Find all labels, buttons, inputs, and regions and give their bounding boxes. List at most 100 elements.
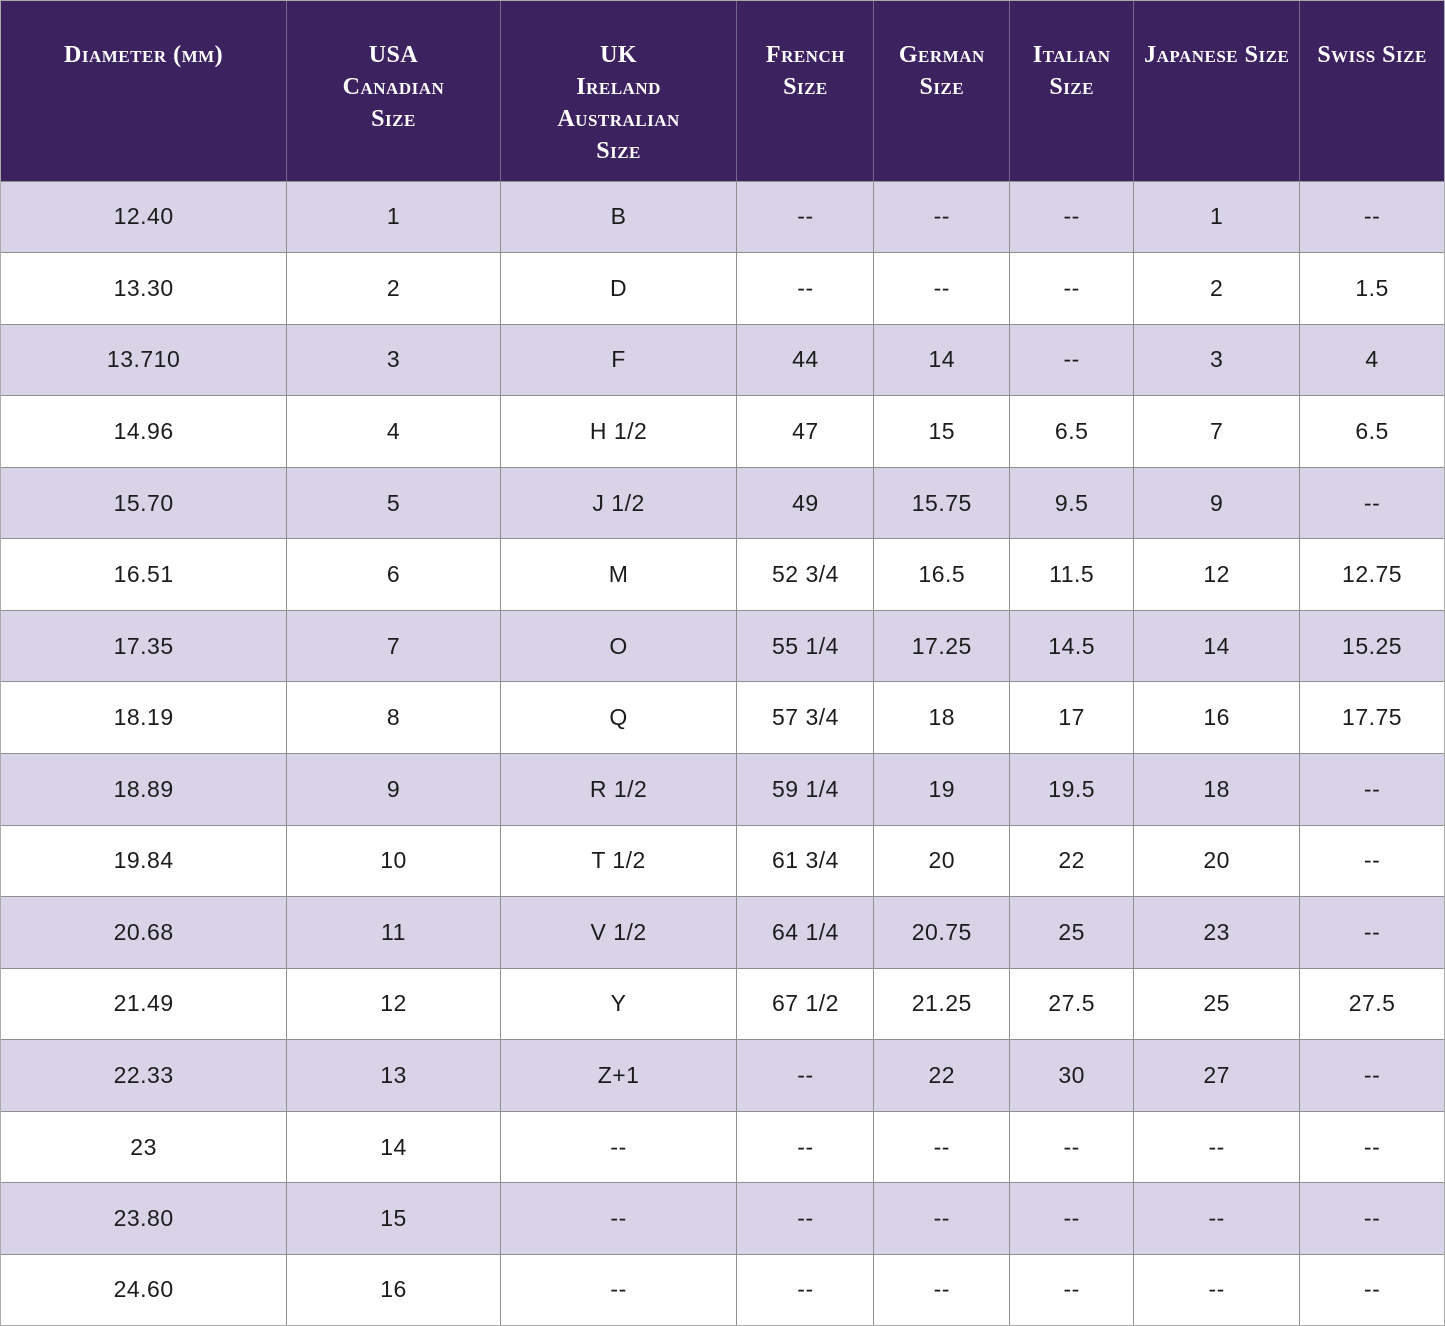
table-cell-japanese: 1 [1133,181,1301,254]
column-header-line: USA [368,42,419,68]
table-cell-japanese: 27 [1133,1039,1301,1112]
table-cell-swiss: -- [1299,896,1444,969]
table-cell-usa-canadian: 4 [286,395,501,468]
table-row: 16.51 6 M 52 3/4 16.5 11.5 12 12.75 [1,538,1444,611]
table-cell-uk-ireland-australian: B [500,181,738,254]
table-cell-uk-ireland-australian: R 1/2 [500,753,738,826]
table-cell-usa-canadian: 3 [286,324,501,397]
table-cell-diameter-mm: 23.80 [1,1182,288,1255]
table-cell-uk-ireland-australian: M [500,538,738,611]
table-cell-uk-ireland-australian: J 1/2 [500,467,738,540]
table-cell-french: -- [736,181,875,254]
table-cell-japanese: 25 [1133,968,1301,1041]
table-cell-usa-canadian: 7 [286,610,501,683]
table-cell-italian: 11.5 [1009,538,1135,611]
table-cell-usa-canadian: 12 [286,968,501,1041]
table-cell-french: -- [736,1254,875,1325]
table-cell-usa-canadian: 13 [286,1039,501,1112]
table-cell-italian: -- [1009,1254,1135,1325]
table-cell-japanese: 23 [1133,896,1301,969]
table-cell-diameter-mm: 18.89 [1,753,288,826]
table-row: 18.19 8 Q 57 3/4 18 17 16 17.75 [1,681,1444,754]
table-cell-uk-ireland-australian: Q [500,681,738,754]
table-cell-italian: 30 [1009,1039,1135,1112]
table-cell-japanese: 3 [1133,324,1301,397]
table-cell-diameter-mm: 20.68 [1,896,288,969]
table-cell-italian: -- [1009,252,1135,325]
table-cell-japanese: 2 [1133,252,1301,325]
column-header-line: Ireland [576,74,661,100]
table-cell-german: 15 [873,395,1011,468]
table-cell-swiss: 6.5 [1299,395,1444,468]
column-header-line: Canadian [342,74,445,100]
table-cell-uk-ireland-australian: Z+1 [500,1039,738,1112]
table-body: 12.40 1 B -- -- -- 1 -- 13.30 2 D -- -- -- 2 1.5 13.710 3… [1,181,1444,1325]
table-cell-uk-ireland-australian: D [500,252,738,325]
table-cell-swiss: -- [1299,1182,1444,1255]
table-row: 13.30 2 D -- -- -- 2 1.5 [1,252,1444,325]
column-header-line: Size [596,138,641,164]
column-header-japanese: Japanese Size [1133,1,1301,182]
table-cell-swiss: -- [1299,753,1444,826]
table-cell-usa-canadian: 9 [286,753,501,826]
table-header: Diameter (mm) USA Canadian Size UK Ireland Aus… [1,1,1444,182]
table-cell-french: 61 3/4 [736,825,875,898]
table-cell-italian: -- [1009,1182,1135,1255]
table-cell-diameter-mm: 19.84 [1,825,288,898]
table-cell-swiss: 12.75 [1299,538,1444,611]
table-cell-french: 52 3/4 [736,538,875,611]
table-cell-german: -- [873,1111,1011,1184]
table-cell-diameter-mm: 14.96 [1,395,288,468]
column-header-line: Japanese Size [1144,42,1290,68]
table-cell-swiss: 27.5 [1299,968,1444,1041]
table-cell-uk-ireland-australian: T 1/2 [500,825,738,898]
table-cell-french: 57 3/4 [736,681,875,754]
column-header-french: French Size [736,1,875,182]
table-cell-swiss: -- [1299,1039,1444,1112]
table-cell-usa-canadian: 2 [286,252,501,325]
table-cell-swiss: -- [1299,825,1444,898]
table-cell-diameter-mm: 23 [1,1111,288,1184]
column-header-line: French [765,42,845,68]
table-cell-italian: -- [1009,181,1135,254]
column-header-line: Size [919,74,965,100]
table-cell-french: -- [736,1111,875,1184]
table-row: 22.33 13 Z+1 -- 22 30 27 -- [1,1039,1444,1112]
column-header-line: Diameter (mm) [64,42,224,68]
table-cell-german: 15.75 [873,467,1011,540]
table-cell-german: -- [873,252,1011,325]
table-cell-usa-canadian: 15 [286,1182,501,1255]
table-cell-german: 21.25 [873,968,1011,1041]
table-cell-japanese: 14 [1133,610,1301,683]
table-row: 13.710 3 F 44 14 -- 3 4 [1,324,1444,397]
column-header-line: German [898,42,985,68]
table-cell-diameter-mm: 21.49 [1,968,288,1041]
table-cell-diameter-mm: 15.70 [1,467,288,540]
column-header-usa-canadian: USA Canadian Size [286,1,501,182]
table-row: 24.60 16 -- -- -- -- -- -- [1,1254,1444,1325]
table-cell-french: 44 [736,324,875,397]
table-cell-japanese: 12 [1133,538,1301,611]
column-header-line: Size [371,106,416,132]
table-cell-swiss: 4 [1299,324,1444,397]
table-row: 14.96 4 H 1/2 47 15 6.5 7 6.5 [1,395,1444,468]
table-row: 15.70 5 J 1/2 49 15.75 9.5 9 -- [1,467,1444,540]
table-cell-swiss: -- [1299,1254,1444,1325]
table-cell-swiss: 17.75 [1299,681,1444,754]
table-cell-swiss: -- [1299,181,1444,254]
table-cell-uk-ireland-australian: -- [500,1182,738,1255]
table-cell-uk-ireland-australian: F [500,324,738,397]
table-cell-german: -- [873,1254,1011,1325]
table-cell-usa-canadian: 5 [286,467,501,540]
table-cell-french: 55 1/4 [736,610,875,683]
table-cell-diameter-mm: 17.35 [1,610,288,683]
table-cell-diameter-mm: 18.19 [1,681,288,754]
table-cell-swiss: -- [1299,467,1444,540]
table-cell-uk-ireland-australian: -- [500,1111,738,1184]
table-row: 18.89 9 R 1/2 59 1/4 19 19.5 18 -- [1,753,1444,826]
table-cell-italian: 27.5 [1009,968,1135,1041]
table-cell-italian: -- [1009,324,1135,397]
table-cell-swiss: -- [1299,1111,1444,1184]
table-cell-diameter-mm: 12.40 [1,181,288,254]
